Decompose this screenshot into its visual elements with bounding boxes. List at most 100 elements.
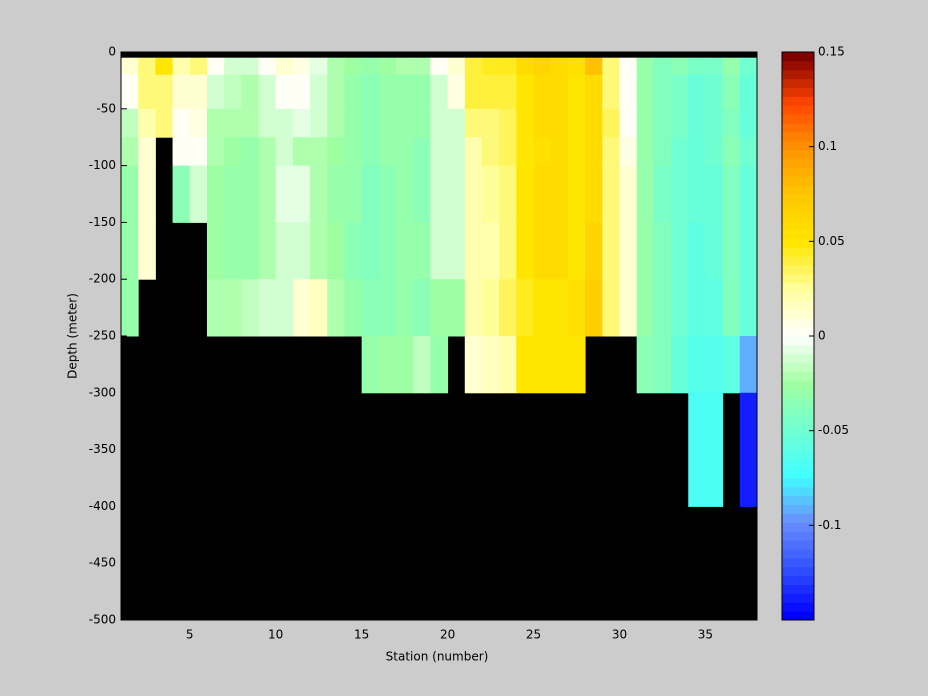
colorbar-swatch: [782, 273, 814, 284]
heatmap-cell: [653, 108, 672, 138]
heatmap-cell: [688, 336, 706, 394]
heatmap-cell: [516, 222, 535, 280]
heatmap-cell: [378, 74, 397, 110]
heatmap-cell: [464, 222, 483, 280]
heatmap-cell: [121, 74, 139, 110]
heatmap-cell: [396, 222, 414, 280]
heatmap-cell: [567, 57, 586, 76]
heatmap-cell: [275, 74, 294, 110]
heatmap-cell: [739, 165, 758, 223]
heatmap-cell: [172, 165, 191, 223]
colorbar-swatch: [782, 211, 814, 222]
heatmap-cell: [121, 279, 139, 337]
heatmap-cell: [619, 279, 638, 337]
heatmap-cell: [310, 165, 328, 223]
x-tick-label: 5: [186, 628, 194, 642]
colorbar-swatch: [782, 149, 814, 159]
heatmap-cell: [206, 74, 225, 110]
heatmap-cell: [739, 137, 758, 167]
heatmap-cell: [155, 74, 174, 110]
colorbar-tick-label: -0.05: [818, 423, 849, 437]
colorbar-swatch: [782, 96, 814, 106]
heatmap-cell: [241, 57, 260, 76]
colorbar-swatch: [782, 158, 814, 168]
x-tick-label: 15: [354, 628, 369, 642]
heatmap-cell: [602, 165, 620, 223]
heatmap-cell: [722, 165, 741, 223]
heatmap-cell: [619, 222, 638, 280]
heatmap-cell: [688, 74, 706, 110]
heatmap-cell: [206, 137, 225, 167]
heatmap-cell: [739, 57, 758, 76]
heatmap-cell: [739, 392, 758, 507]
heatmap-cell: [567, 74, 586, 110]
heatmap-cell: [224, 165, 242, 223]
heatmap-cell: [464, 108, 483, 138]
heatmap-cell: [499, 137, 517, 167]
colorbar-swatch: [782, 265, 814, 275]
heatmap-cell: [464, 165, 483, 223]
heatmap-cell: [516, 57, 535, 76]
heatmap-cell: [653, 57, 672, 76]
heatmap-cell: [258, 165, 277, 223]
heatmap-cell: [499, 108, 517, 138]
heatmap-cell: [430, 336, 449, 394]
heatmap-cell: [499, 279, 517, 337]
heatmap-cell: [567, 137, 586, 167]
heatmap-cell: [533, 74, 552, 110]
colorbar-swatch: [782, 415, 814, 426]
y-axis-label: Depth (meter): [66, 293, 80, 379]
heatmap-cell: [378, 108, 397, 138]
heatmap-cell: [310, 137, 328, 167]
heatmap-cell: [361, 165, 380, 223]
heatmap-cell: [671, 336, 689, 394]
heatmap-cell: [516, 279, 535, 337]
heatmap-cell: [275, 165, 294, 223]
heatmap-cell: [327, 279, 345, 337]
heatmap-cell: [413, 165, 431, 223]
heatmap-cell: [138, 165, 156, 223]
heatmap-cell: [481, 336, 500, 394]
heatmap-cell: [619, 165, 638, 223]
heatmap-cell: [567, 279, 586, 337]
heatmap-cell: [224, 57, 242, 76]
heatmap-cell: [292, 137, 311, 167]
heatmap-cell: [224, 108, 242, 138]
colorbar-swatch: [782, 353, 814, 364]
heatmap-cell: [550, 165, 569, 223]
heatmap-cell: [636, 108, 655, 138]
heatmap-cell: [481, 165, 500, 223]
heatmap-cell: [447, 57, 466, 76]
heatmap-cell: [396, 74, 414, 110]
heatmap-cell: [705, 57, 724, 76]
heatmap-cell: [396, 108, 414, 138]
heatmap-cell: [688, 108, 706, 138]
heatmap-cell: [533, 222, 552, 280]
heatmap-cell: [705, 392, 724, 507]
heatmap-cell: [155, 57, 174, 76]
colorbar-swatch: [782, 549, 814, 559]
heatmap-cell: [688, 279, 706, 337]
heatmap-cell: [138, 57, 156, 76]
heatmap-cell: [292, 57, 311, 76]
heatmap-cell: [550, 279, 569, 337]
heatmap-cell: [499, 165, 517, 223]
heatmap-cell: [516, 108, 535, 138]
heatmap-cell: [275, 57, 294, 76]
heatmap-cell: [585, 137, 603, 167]
heatmap-cell: [361, 222, 380, 280]
colorbar-swatch: [782, 433, 814, 443]
heatmap-cell: [550, 222, 569, 280]
heatmap-cell: [224, 279, 242, 337]
plot-frame: [120, 51, 758, 621]
heatmap-cell: [396, 279, 414, 337]
heatmap-cell: [361, 57, 380, 76]
heatmap-cell: [705, 165, 724, 223]
colorbar-swatch: [782, 584, 814, 594]
heatmap-cell: [275, 222, 294, 280]
heatmap-cell: [447, 137, 466, 167]
heatmap-cell: [567, 165, 586, 223]
colorbar-swatch: [782, 247, 814, 257]
heatmap-cell: [671, 137, 689, 167]
heatmap-cell: [413, 74, 431, 110]
